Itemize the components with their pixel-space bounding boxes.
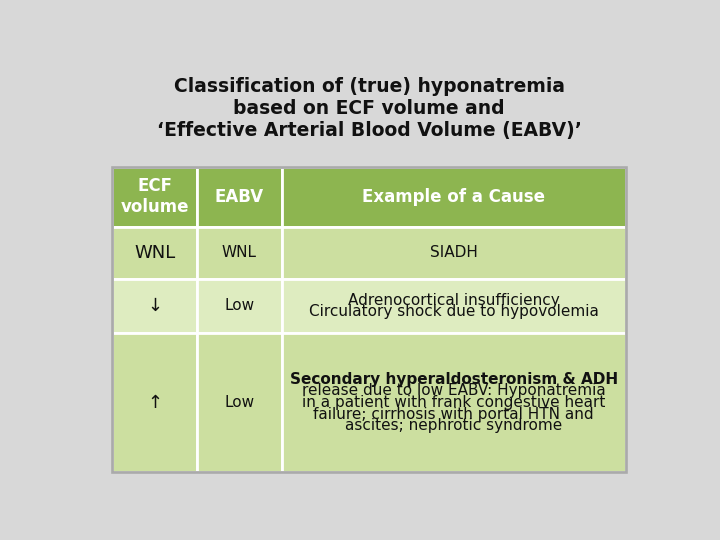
Text: Classification of (true) hyponatremia
based on ECF volume and
‘Effective Arteria: Classification of (true) hyponatremia ba…: [156, 77, 582, 140]
Text: WNL: WNL: [134, 244, 175, 262]
Bar: [197, 279, 282, 333]
Bar: [197, 227, 282, 279]
Text: Secondary hyperaldosteronism & ADH: Secondary hyperaldosteronism & ADH: [289, 372, 618, 387]
Bar: [112, 167, 197, 227]
Text: WNL: WNL: [222, 246, 257, 260]
Bar: [282, 167, 626, 227]
Text: Low: Low: [225, 299, 254, 313]
Bar: [197, 167, 282, 227]
Bar: [112, 279, 197, 333]
Bar: [282, 227, 626, 279]
Text: failure; cirrhosis with portal HTN and: failure; cirrhosis with portal HTN and: [313, 407, 594, 422]
Text: ascites; nephrotic syndrome: ascites; nephrotic syndrome: [345, 418, 562, 434]
Text: ↓: ↓: [147, 297, 162, 315]
Bar: [112, 227, 197, 279]
Bar: [197, 333, 282, 472]
Bar: [282, 279, 626, 333]
Bar: [112, 167, 626, 472]
Text: in a patient with frank congestive heart: in a patient with frank congestive heart: [302, 395, 606, 410]
Text: Example of a Cause: Example of a Cause: [362, 188, 545, 206]
Bar: [282, 333, 626, 472]
Text: Low: Low: [225, 395, 254, 410]
Text: ECF
volume: ECF volume: [120, 178, 189, 216]
Text: Circulatory shock due to hypovolemia: Circulatory shock due to hypovolemia: [309, 304, 598, 319]
Text: SIADH: SIADH: [430, 246, 477, 260]
Text: release due to low EABV: Hyponatremia: release due to low EABV: Hyponatremia: [302, 383, 606, 399]
Bar: [112, 333, 197, 472]
Text: EABV: EABV: [215, 188, 264, 206]
Text: ↑: ↑: [147, 394, 162, 411]
Text: Adrenocortical insufficiency: Adrenocortical insufficiency: [348, 293, 559, 308]
